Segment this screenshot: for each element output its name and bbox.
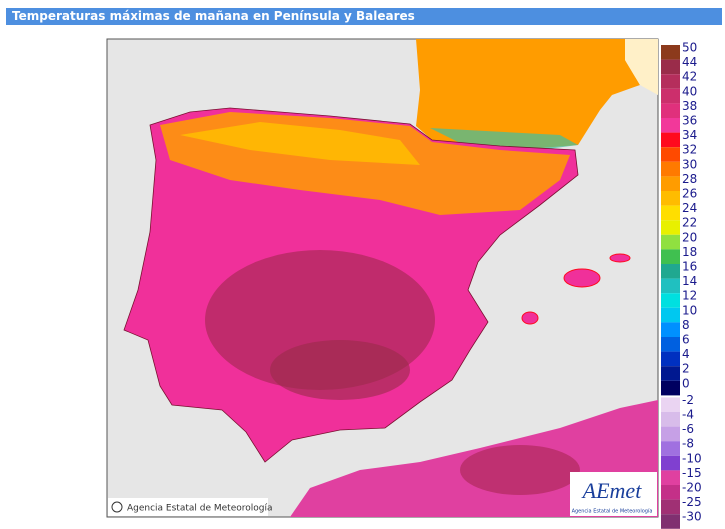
legend-label: -20 — [682, 481, 702, 495]
legend-label: 50 — [682, 41, 697, 55]
legend-swatch — [661, 351, 680, 367]
legend-swatch — [661, 293, 680, 308]
legend: 5044424038363432302826242220181614121086… — [661, 41, 702, 529]
legend-label: -4 — [682, 408, 694, 422]
legend-label: 22 — [682, 216, 697, 230]
legend-swatch — [661, 118, 680, 133]
legend-swatch — [661, 322, 680, 337]
legend-label: 14 — [682, 274, 697, 288]
legend-swatch — [661, 397, 680, 412]
legend-swatch — [661, 485, 680, 500]
legend-label: 28 — [682, 172, 697, 186]
legend-label: 8 — [682, 318, 690, 332]
title-bar: Temperaturas máximas de mañana en Peníns… — [6, 8, 722, 25]
credit-box — [108, 498, 268, 516]
legend-swatch — [661, 470, 680, 485]
legend-label: 32 — [682, 143, 697, 157]
legend-label: 20 — [682, 230, 697, 244]
legend-label: 34 — [682, 128, 697, 142]
legend-swatch — [661, 249, 680, 264]
legend-label: 24 — [682, 201, 697, 215]
legend-swatch — [661, 176, 680, 191]
legend-label: 12 — [682, 289, 697, 303]
page-title: Temperaturas máximas de mañana en Peníns… — [12, 9, 415, 23]
logo-subtitle: Agencia Estatal de Meteorología — [572, 508, 653, 515]
france — [416, 39, 640, 148]
legend-swatch — [661, 380, 680, 396]
africa-heat — [460, 445, 580, 495]
legend-swatch — [661, 45, 680, 60]
legend-swatch — [661, 147, 680, 162]
mallorca — [563, 268, 601, 288]
legend-label: 36 — [682, 114, 697, 128]
legend-label: 38 — [682, 99, 697, 113]
legend-swatch — [661, 88, 680, 104]
menorca — [609, 253, 631, 263]
legend-swatch — [661, 412, 680, 427]
legend-label: 6 — [682, 333, 690, 347]
legend-swatch — [661, 441, 680, 456]
legend-swatch — [661, 426, 680, 442]
legend-swatch — [661, 337, 680, 352]
legend-swatch — [661, 264, 680, 279]
logo: AEmet — [581, 478, 643, 503]
legend-swatch — [661, 205, 680, 221]
legend-label: 2 — [682, 362, 690, 376]
legend-label: 18 — [682, 245, 697, 259]
legend-label: 40 — [682, 84, 697, 98]
legend-swatch — [661, 132, 680, 148]
legend-swatch — [661, 278, 680, 294]
legend-swatch — [661, 307, 680, 323]
legend-swatch — [661, 220, 680, 235]
legend-label: -30 — [682, 510, 702, 524]
legend-swatch — [661, 455, 680, 471]
legend-label: -25 — [682, 495, 702, 509]
legend-label: -2 — [682, 393, 694, 407]
legend-swatch — [661, 59, 680, 75]
legend-label: 30 — [682, 157, 697, 171]
legend-label: 0 — [682, 376, 690, 390]
legend-swatch — [661, 191, 680, 206]
legend-label: 10 — [682, 303, 697, 317]
cantabria — [180, 122, 420, 165]
ibiza — [521, 311, 539, 325]
legend-label: 16 — [682, 260, 697, 274]
legend-label: -10 — [682, 451, 702, 465]
legend-swatch — [661, 366, 680, 381]
legend-label: -6 — [682, 422, 694, 436]
legend-label: 4 — [682, 347, 690, 361]
legend-swatch — [661, 74, 680, 89]
legend-swatch — [661, 161, 680, 177]
legend-swatch — [661, 234, 680, 250]
legend-label: 42 — [682, 70, 697, 84]
legend-label: 44 — [682, 55, 697, 69]
legend-swatch — [661, 514, 680, 529]
guadalquivir — [270, 340, 410, 400]
sea-region — [625, 39, 658, 95]
legend-swatch — [661, 103, 680, 118]
legend-label: -15 — [682, 466, 702, 480]
legend-label: -8 — [682, 437, 694, 451]
logo-box — [570, 472, 657, 516]
credit: Agencia Estatal de Meteorología — [127, 504, 273, 514]
copyright-icon — [111, 501, 123, 513]
legend-label: 26 — [682, 187, 697, 201]
legend-swatch — [661, 499, 680, 515]
